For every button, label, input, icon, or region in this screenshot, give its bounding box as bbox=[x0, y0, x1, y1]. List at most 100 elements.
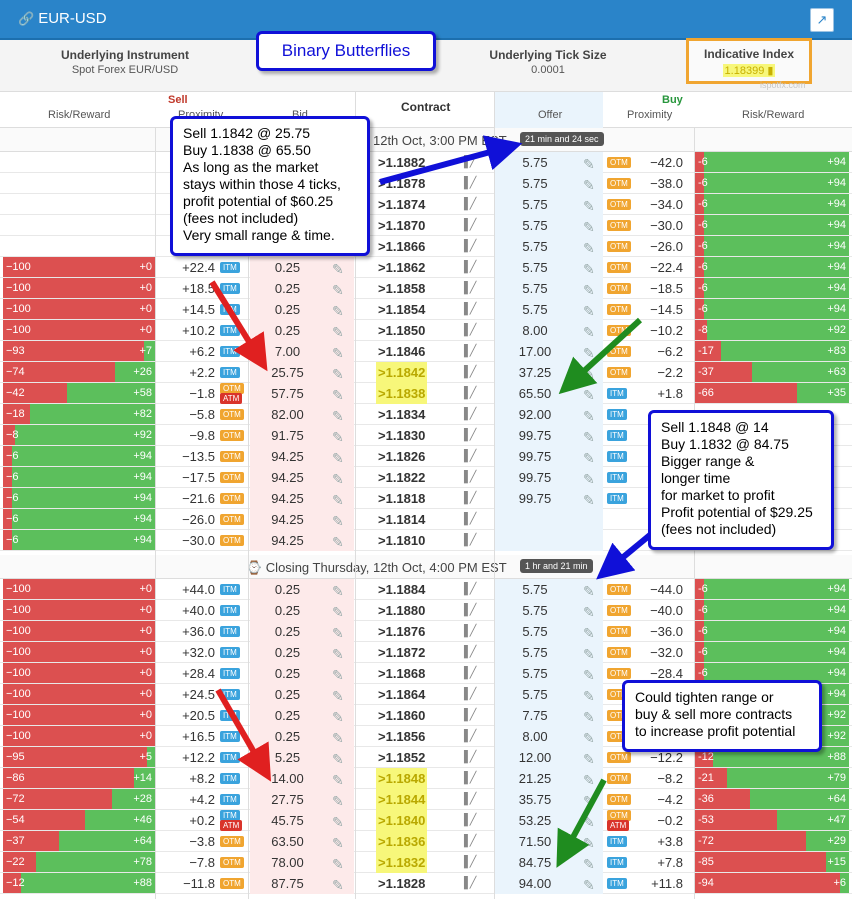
bid-cell[interactable]: 63.50 ✎ bbox=[250, 831, 354, 852]
chart-icon[interactable]: ▐╱ bbox=[460, 219, 479, 231]
offer-cell[interactable] bbox=[495, 530, 603, 551]
offer-cell[interactable]: 99.75 ✎ bbox=[495, 446, 603, 467]
offer-cell[interactable]: 5.75 ✎ bbox=[495, 642, 603, 663]
bid-cell[interactable]: 7.00 ✎ bbox=[250, 341, 354, 362]
bid-cell[interactable]: 0.25 ✎ bbox=[250, 600, 354, 621]
tag-icon[interactable]: ✎ bbox=[332, 282, 344, 298]
chart-icon[interactable]: ▐╱ bbox=[460, 345, 479, 357]
chart-icon[interactable]: ▐╱ bbox=[460, 583, 479, 595]
tag-icon[interactable]: ✎ bbox=[583, 429, 595, 445]
offer-cell[interactable]: 5.75 ✎ bbox=[495, 215, 603, 236]
tag-icon[interactable]: ✎ bbox=[332, 625, 344, 641]
tag-icon[interactable]: ✎ bbox=[332, 835, 344, 851]
offer-cell[interactable]: 5.75 ✎ bbox=[495, 663, 603, 684]
bid-cell[interactable]: 0.25 ✎ bbox=[250, 278, 354, 299]
offer-cell[interactable]: 99.75 ✎ bbox=[495, 425, 603, 446]
offer-cell[interactable]: 53.25 ✎ bbox=[495, 810, 603, 831]
tag-icon[interactable]: ✎ bbox=[332, 345, 344, 361]
chart-icon[interactable]: ▐╱ bbox=[460, 261, 479, 273]
tag-icon[interactable]: ✎ bbox=[583, 303, 595, 319]
chart-icon[interactable]: ▐╱ bbox=[460, 667, 479, 679]
tag-icon[interactable]: ✎ bbox=[332, 709, 344, 725]
chart-icon[interactable]: ▐╱ bbox=[460, 730, 479, 742]
tag-icon[interactable]: ✎ bbox=[332, 646, 344, 662]
offer-cell[interactable]: 8.00 ✎ bbox=[495, 726, 603, 747]
tag-icon[interactable]: ✎ bbox=[583, 625, 595, 641]
offer-cell[interactable]: 35.75 ✎ bbox=[495, 789, 603, 810]
chart-icon[interactable]: ▐╱ bbox=[460, 709, 479, 721]
offer-cell[interactable]: 5.75 ✎ bbox=[495, 257, 603, 278]
chart-icon[interactable]: ▐╱ bbox=[460, 814, 479, 826]
offer-cell[interactable]: 5.75 ✎ bbox=[495, 600, 603, 621]
tag-icon[interactable]: ✎ bbox=[583, 646, 595, 662]
bid-cell[interactable]: 94.25 ✎ bbox=[250, 467, 354, 488]
tag-icon[interactable]: ✎ bbox=[583, 240, 595, 256]
tag-icon[interactable]: ✎ bbox=[332, 583, 344, 599]
bid-cell[interactable]: 0.25 ✎ bbox=[250, 579, 354, 600]
tag-icon[interactable]: ✎ bbox=[332, 492, 344, 508]
tag-icon[interactable]: ✎ bbox=[332, 856, 344, 872]
tag-icon[interactable]: ✎ bbox=[332, 604, 344, 620]
tag-icon[interactable]: ✎ bbox=[583, 471, 595, 487]
chart-icon[interactable]: ▐╱ bbox=[460, 534, 479, 546]
chart-icon[interactable]: ▐╱ bbox=[460, 835, 479, 847]
chart-icon[interactable]: ▐╱ bbox=[460, 688, 479, 700]
bid-cell[interactable]: 0.25 ✎ bbox=[250, 642, 354, 663]
chart-icon[interactable]: ▐╱ bbox=[460, 751, 479, 763]
bid-cell[interactable]: 0.25 ✎ bbox=[250, 299, 354, 320]
offer-cell[interactable]: 84.75 ✎ bbox=[495, 852, 603, 873]
tag-icon[interactable]: ✎ bbox=[583, 177, 595, 193]
tag-icon[interactable]: ✎ bbox=[583, 688, 595, 704]
offer-cell[interactable]: 5.75 ✎ bbox=[495, 684, 603, 705]
tag-icon[interactable]: ✎ bbox=[583, 772, 595, 788]
tag-icon[interactable]: ✎ bbox=[332, 667, 344, 683]
offer-cell[interactable]: 65.50 ✎ bbox=[495, 383, 603, 404]
tag-icon[interactable]: ✎ bbox=[583, 345, 595, 361]
tag-icon[interactable]: ✎ bbox=[583, 667, 595, 683]
chart-icon[interactable]: ▐╱ bbox=[460, 772, 479, 784]
tag-icon[interactable]: ✎ bbox=[332, 366, 344, 382]
tag-icon[interactable]: ✎ bbox=[332, 387, 344, 403]
tag-icon[interactable]: ✎ bbox=[332, 324, 344, 340]
tag-icon[interactable]: ✎ bbox=[332, 688, 344, 704]
bid-cell[interactable]: 82.00 ✎ bbox=[250, 404, 354, 425]
chart-icon[interactable]: ▐╱ bbox=[460, 366, 479, 378]
offer-cell[interactable]: 5.75 ✎ bbox=[495, 299, 603, 320]
bid-cell[interactable]: 0.25 ✎ bbox=[250, 684, 354, 705]
bid-cell[interactable]: 5.25 ✎ bbox=[250, 747, 354, 768]
tag-icon[interactable]: ✎ bbox=[332, 471, 344, 487]
bid-cell[interactable]: 0.25 ✎ bbox=[250, 320, 354, 341]
tag-icon[interactable]: ✎ bbox=[583, 583, 595, 599]
tag-icon[interactable]: ✎ bbox=[332, 814, 344, 830]
tag-icon[interactable]: ✎ bbox=[583, 366, 595, 382]
tag-icon[interactable]: ✎ bbox=[332, 303, 344, 319]
bid-cell[interactable]: 94.25 ✎ bbox=[250, 509, 354, 530]
bid-cell[interactable]: 57.75 ✎ bbox=[250, 383, 354, 404]
offer-cell[interactable]: 17.00 ✎ bbox=[495, 341, 603, 362]
tag-icon[interactable]: ✎ bbox=[583, 492, 595, 508]
tag-icon[interactable]: ✎ bbox=[332, 730, 344, 746]
tag-icon[interactable]: ✎ bbox=[332, 877, 344, 893]
chart-icon[interactable]: ▐╱ bbox=[460, 303, 479, 315]
offer-cell[interactable]: 5.75 ✎ bbox=[495, 194, 603, 215]
tag-icon[interactable]: ✎ bbox=[583, 408, 595, 424]
bid-cell[interactable]: 87.75 ✎ bbox=[250, 873, 354, 894]
chart-icon[interactable]: ▐╱ bbox=[460, 177, 479, 189]
tag-icon[interactable]: ✎ bbox=[583, 709, 595, 725]
tag-icon[interactable]: ✎ bbox=[583, 261, 595, 277]
chart-icon[interactable]: ▐╱ bbox=[460, 793, 479, 805]
offer-cell[interactable]: 5.75 ✎ bbox=[495, 621, 603, 642]
chart-icon[interactable]: ▐╱ bbox=[460, 156, 479, 168]
tag-icon[interactable]: ✎ bbox=[332, 261, 344, 277]
chart-icon[interactable]: ▐╱ bbox=[460, 429, 479, 441]
tag-icon[interactable]: ✎ bbox=[583, 604, 595, 620]
chart-icon[interactable]: ▐╱ bbox=[460, 877, 479, 889]
tag-icon[interactable]: ✎ bbox=[583, 835, 595, 851]
offer-cell[interactable]: 5.75 ✎ bbox=[495, 152, 603, 173]
bid-cell[interactable]: 0.25 ✎ bbox=[250, 726, 354, 747]
tag-icon[interactable]: ✎ bbox=[332, 408, 344, 424]
tag-icon[interactable]: ✎ bbox=[332, 429, 344, 445]
tag-icon[interactable]: ✎ bbox=[583, 387, 595, 403]
offer-cell[interactable]: 37.25 ✎ bbox=[495, 362, 603, 383]
chart-icon[interactable]: ▐╱ bbox=[460, 604, 479, 616]
